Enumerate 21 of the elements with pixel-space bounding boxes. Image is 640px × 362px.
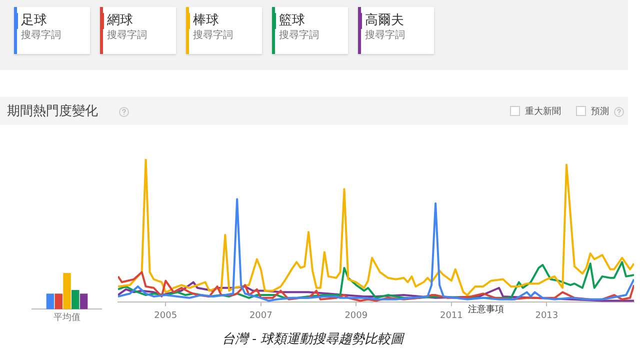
x-tick-label: 平均值 [54, 312, 80, 323]
text: 搜尋字詞 [21, 30, 61, 41]
legend-label: 籃球 [279, 13, 306, 29]
text: 搜尋字詞 [279, 30, 319, 41]
legend-label: 棒球 [193, 13, 220, 29]
x-tick-label: 2011 [440, 310, 463, 321]
chart-title: 期間熱門度變化 [7, 103, 98, 120]
legend-label: 網球 [107, 13, 134, 29]
text: 搜尋字詞 [193, 30, 233, 41]
legend-label: 高爾夫 [365, 13, 405, 29]
x-tick-label: 2007 [249, 310, 272, 321]
text: 重大新聞 [525, 106, 561, 118]
text: 搜尋字詞 [365, 30, 405, 41]
x-tick-label: 2005 [154, 310, 178, 321]
text: 台灣 - 球類運動搜尋趨勢比較圖 [222, 331, 404, 348]
legend-title: 搜尋字詞 [107, 29, 148, 43]
legend-label: 足球 [21, 13, 48, 29]
x-tick-label: 2009 [344, 310, 368, 321]
text: 注意事項 [468, 305, 504, 315]
x-tick-label: 2013 [535, 310, 558, 321]
text: 預測 [591, 106, 609, 118]
